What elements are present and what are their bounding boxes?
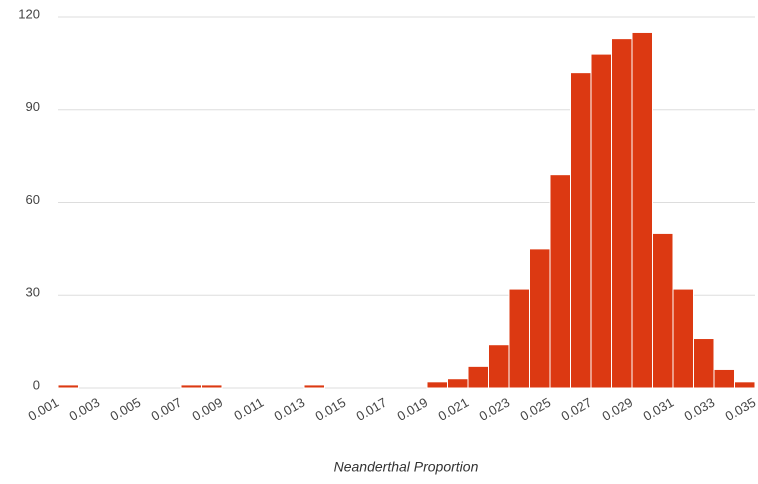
x-tick-label: 0.033 <box>682 395 718 424</box>
y-tick-label: 90 <box>26 99 40 114</box>
bar <box>734 381 756 389</box>
x-axis-label: Neanderthal Proportion <box>334 459 479 475</box>
x-tick-label: 0.019 <box>395 395 431 424</box>
x-tick-label: 0.003 <box>67 395 103 424</box>
x-tick-label: 0.031 <box>641 395 677 424</box>
x-tick-label: 0.025 <box>518 395 554 424</box>
bar <box>467 365 489 389</box>
x-tick-label: 0.001 <box>26 395 62 424</box>
x-tick-label: 0.011 <box>231 395 266 424</box>
bar <box>652 232 674 389</box>
bar <box>611 38 633 389</box>
x-tick-label: 0.013 <box>272 395 308 424</box>
bar <box>713 368 735 389</box>
bar <box>508 288 530 389</box>
bar <box>488 344 510 389</box>
y-tick-label: 120 <box>18 6 40 21</box>
bar <box>570 72 592 389</box>
x-tick-label: 0.009 <box>190 395 226 424</box>
bar <box>672 288 694 389</box>
x-tick-label: 0.021 <box>436 395 472 424</box>
bar <box>180 384 202 389</box>
x-tick-label: 0.007 <box>149 395 185 424</box>
bar <box>303 384 325 389</box>
bar <box>631 31 653 389</box>
bar <box>447 378 469 389</box>
bar <box>57 384 79 389</box>
x-tick-label: 0.005 <box>108 395 144 424</box>
x-tick-label: 0.023 <box>477 395 513 424</box>
bar <box>426 381 448 389</box>
y-tick-label: 30 <box>26 285 40 300</box>
x-tick-label: 0.015 <box>313 395 349 424</box>
y-tick-label: 60 <box>26 192 40 207</box>
bar <box>201 384 223 389</box>
x-tick-label: 0.017 <box>354 395 390 424</box>
bar <box>693 338 715 389</box>
x-tick-label: 0.035 <box>723 395 758 424</box>
x-tick-label: 0.029 <box>600 395 636 424</box>
bar <box>590 53 612 389</box>
bar <box>549 174 571 389</box>
x-tick-label: 0.027 <box>559 395 595 424</box>
bar <box>529 248 551 389</box>
y-tick-label: 0 <box>33 377 40 392</box>
